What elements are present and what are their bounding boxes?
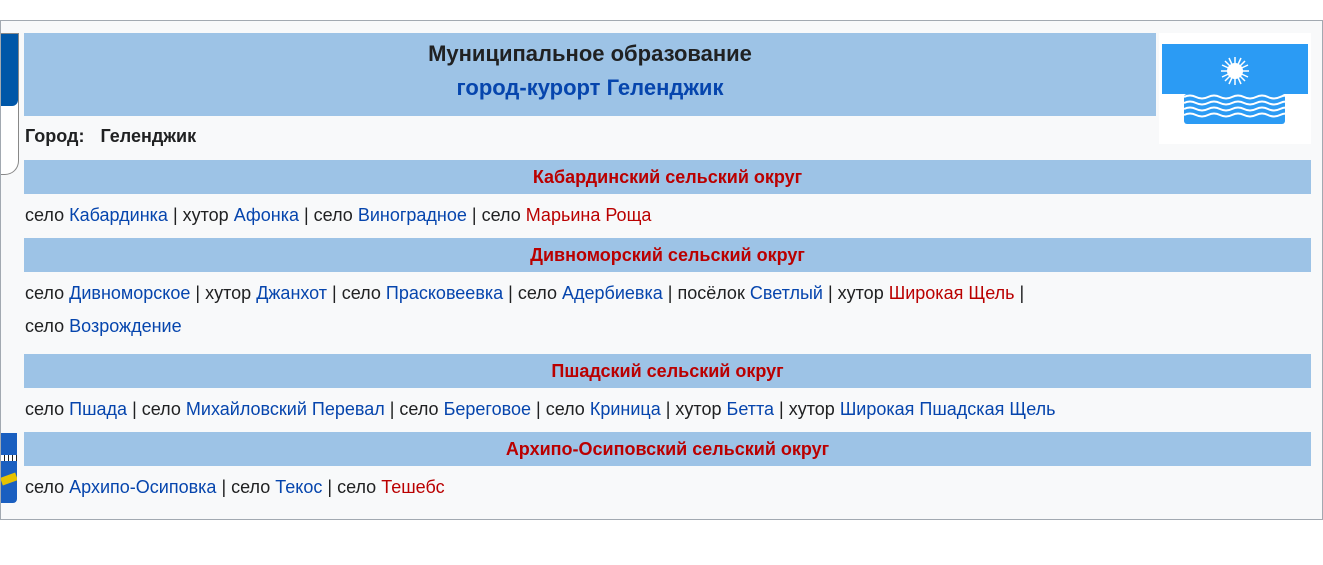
settlement-type: хутор	[182, 205, 229, 225]
group-header: Архипо-Осиповский сельский округ	[24, 432, 1311, 466]
settlement-type: село	[25, 316, 65, 336]
group-list: село Архипо-Осиповка | село Текос | село…	[25, 477, 445, 497]
settlement-type: село	[481, 205, 521, 225]
district-groups: Кабардинский сельский округ село Кабардин…	[24, 160, 1311, 510]
city-value: Геленджик	[100, 126, 197, 146]
group-header: Дивноморский сельский округ	[24, 238, 1311, 272]
settlement-link[interactable]: Тешебс	[381, 477, 445, 497]
navbox: Муниципальное образование город-курорт Г…	[0, 20, 1323, 520]
settlement-link[interactable]: Бетта	[726, 399, 775, 419]
group-header: Пшадский сельский округ	[24, 354, 1311, 388]
flag-icon	[1162, 44, 1308, 124]
navbox-subtitle-link[interactable]: город-курорт Геленджик	[456, 75, 724, 100]
settlement-type: село	[25, 205, 65, 225]
navbox-title: Муниципальное образование	[428, 41, 752, 66]
group-list: село Дивноморское | хутор Джанхот | село…	[25, 283, 1025, 336]
settlement-link[interactable]: Светлый	[749, 283, 823, 303]
settlement-type: хутор	[205, 283, 252, 303]
settlement-link[interactable]: Марьина Роща	[525, 205, 652, 225]
settlement-type: село	[399, 399, 439, 419]
settlement-type: село	[337, 477, 377, 497]
coat-of-arms-arkhipo-osipovka-image[interactable]	[1, 433, 17, 503]
settlement-link[interactable]: Широкая Щель	[888, 283, 1015, 303]
settlement-link[interactable]: Кабардинка	[69, 205, 168, 225]
settlement-link[interactable]: Афонка	[233, 205, 299, 225]
group-header: Кабардинский сельский округ	[24, 160, 1311, 194]
group-list: село Кабардинка | хутор Афонка | село Ви…	[25, 205, 652, 225]
settlement-link[interactable]: Михайловский Перевал	[185, 399, 385, 419]
settlement-link[interactable]: Архипо-Осиповка	[69, 477, 217, 497]
settlement-type: хутор	[675, 399, 722, 419]
settlement-link[interactable]: Пшада	[69, 399, 128, 419]
settlement-type: село	[313, 205, 353, 225]
settlement-link[interactable]: Виноградное	[357, 205, 467, 225]
settlement-link[interactable]: Джанхот	[256, 283, 328, 303]
settlement-type: село	[545, 399, 585, 419]
settlement-type: хутор	[837, 283, 884, 303]
settlement-type: село	[231, 477, 271, 497]
settlement-type: село	[25, 283, 65, 303]
settlement-link[interactable]: Широкая Пшадская Щель	[839, 399, 1056, 419]
settlement-link[interactable]: Прасковеевка	[385, 283, 504, 303]
navbox-header: Муниципальное образование город-курорт Г…	[24, 33, 1156, 116]
settlement-link[interactable]: Текос	[275, 477, 323, 497]
city-row: Город: Геленджик	[25, 124, 196, 148]
flag-image[interactable]	[1159, 33, 1311, 144]
settlement-link[interactable]: Криница	[589, 399, 661, 419]
settlement-type: село	[25, 477, 65, 497]
settlement-type: село	[341, 283, 381, 303]
settlement-type: село	[141, 399, 181, 419]
city-label: Город:	[25, 126, 85, 146]
coat-of-arms-gelendzhik-image[interactable]	[1, 33, 19, 175]
settlement-link[interactable]: Береговое	[443, 399, 531, 419]
settlement-link[interactable]: Возрождение	[69, 316, 182, 336]
group-list: село Пшада | село Михайловский Перевал |…	[25, 399, 1056, 419]
settlement-link[interactable]: Адербиевка	[562, 283, 663, 303]
settlement-type: посёлок	[677, 283, 745, 303]
settlement-type: село	[517, 283, 557, 303]
settlement-link[interactable]: Дивноморское	[69, 283, 191, 303]
settlement-type: село	[25, 399, 65, 419]
settlement-type: хутор	[788, 399, 835, 419]
